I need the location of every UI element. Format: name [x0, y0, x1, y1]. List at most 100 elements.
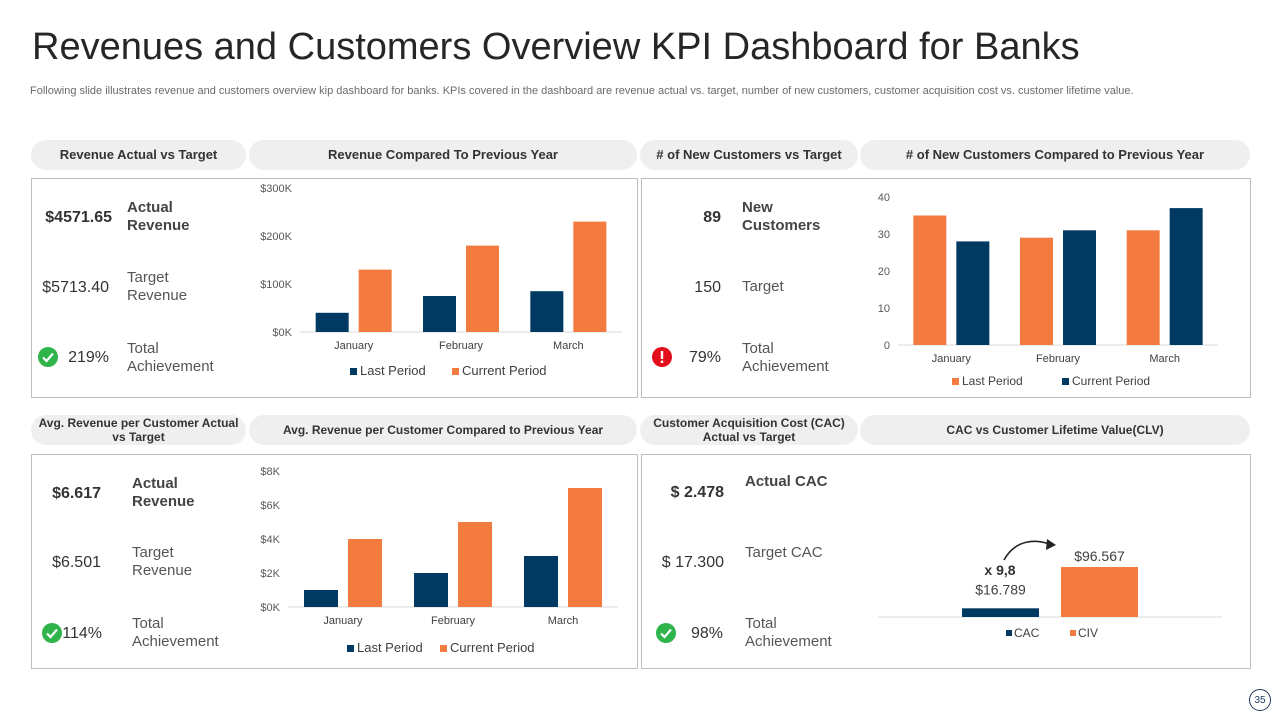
arpc-actual-label: Actual Revenue: [132, 475, 195, 510]
customers-total-value: 79%: [688, 349, 721, 366]
bar-last-period: [304, 590, 338, 607]
revenue-actual-value: $4571.65: [45, 209, 112, 226]
customers-target-value: 150: [694, 279, 721, 296]
check-circle-icon: [656, 623, 676, 643]
legend-swatch: [452, 368, 459, 375]
revenue-actual-label: Actual Revenue: [127, 199, 190, 234]
header-customers-previous-year: # of New Customers Compared to Previous …: [860, 140, 1250, 170]
customers-target-label: Target: [742, 278, 784, 295]
bar-last-period: [1126, 230, 1160, 345]
bar-current-period: [466, 245, 499, 332]
bar-current-period: [568, 488, 602, 607]
bar-current-period: [348, 539, 382, 607]
y-tick-label: $200K: [260, 231, 292, 243]
x-tick-label: January: [323, 615, 363, 627]
arpc-target-label: Target Revenue: [132, 544, 193, 579]
y-tick-label: 0: [884, 340, 890, 352]
x-tick-label: February: [431, 615, 476, 627]
panel-revenue: [31, 178, 638, 398]
check-circle-icon: [42, 623, 62, 643]
x-tick-label: March: [548, 615, 579, 627]
legend-label: Last Period: [962, 374, 1023, 388]
y-tick-label: 10: [878, 303, 890, 315]
bar-current-period: [573, 221, 607, 332]
data-label: $96.567: [1074, 548, 1125, 564]
arpc-total-label: Total Achievement: [132, 615, 219, 650]
legend-swatch: [347, 645, 354, 652]
y-tick-label: 40: [878, 192, 890, 204]
cac-target-value: $ 17.300: [661, 554, 724, 571]
cac-actual-label: Actual CAC: [745, 473, 828, 490]
legend-swatch: [440, 645, 447, 652]
bar-civ: [1061, 567, 1138, 617]
x-tick-label: March: [553, 340, 584, 352]
y-tick-label: $4K: [260, 534, 280, 546]
revenue-target-label: Target Revenue: [127, 269, 188, 304]
legend-label: CIV: [1078, 626, 1098, 640]
y-tick-label: $8K: [260, 466, 280, 478]
page-number: 35: [1249, 689, 1271, 711]
legend-swatch: [952, 378, 959, 385]
customers-actual-label: New Customers: [742, 199, 821, 234]
arpc-target-value: $6.501: [52, 554, 101, 571]
header-arpc-actual-vs-target: Avg. Revenue per Customer Actual vs Targ…: [31, 415, 246, 445]
page-subtitle: Following slide illustrates revenue and …: [30, 85, 1134, 97]
x-tick-label: January: [932, 353, 972, 365]
chart-customers-previous-year: 0 10 20 30 40 January February March Last Period…: [878, 192, 1218, 388]
revenue-total-label: Total Achievement: [127, 340, 214, 375]
bar-last-period: [530, 291, 564, 332]
legend-label: Current Period: [1072, 374, 1150, 388]
customers-actual-value: 89: [703, 209, 721, 226]
legend-label: Current Period: [450, 640, 535, 655]
legend-label: CAC: [1014, 626, 1040, 640]
cac-total-value: 98%: [690, 625, 723, 642]
chart-arpc-previous-year: $0K $2K $4K $6K $8K January February March Last …: [260, 466, 618, 655]
legend-swatch: [1070, 630, 1076, 636]
chart-cac-vs-clv: $16.789 $96.567 x 9,8 CAC CIV: [878, 539, 1222, 640]
header-cac-actual-vs-target: Customer Acquisition Cost (CAC) Actual v…: [640, 415, 858, 445]
cac-target-label: Target CAC: [745, 544, 823, 561]
check-circle-icon: [38, 347, 58, 367]
x-tick-label: January: [334, 340, 374, 352]
legend-swatch: [350, 368, 357, 375]
y-tick-label: $300K: [260, 183, 292, 195]
y-tick-label: 30: [878, 229, 890, 241]
x-tick-label: February: [439, 340, 484, 352]
bar-current-period: [956, 241, 990, 345]
y-tick-label: $0K: [260, 602, 280, 614]
cac-actual-value: $ 2.478: [670, 484, 724, 501]
y-tick-label: $0K: [272, 327, 292, 339]
revenue-target-value: $5713.40: [42, 279, 109, 296]
legend-label: Current Period: [462, 363, 547, 378]
page-title: Revenues and Customers Overview KPI Dash…: [32, 26, 1080, 68]
bar-last-period: [423, 296, 456, 332]
legend-swatch: [1062, 378, 1069, 385]
revenue-total-value: 219%: [68, 349, 109, 366]
cac-total-label: Total Achievement: [745, 615, 832, 650]
header-cac-vs-clv: CAC vs Customer Lifetime Value(CLV): [860, 415, 1250, 445]
legend-swatch: [1006, 630, 1012, 636]
bar-last-period: [524, 556, 558, 607]
header-customers-vs-target: # of New Customers vs Target: [640, 140, 858, 170]
curved-arrow-icon: [1003, 540, 1053, 561]
y-tick-label: $2K: [260, 568, 280, 580]
bar-cac: [962, 608, 1039, 617]
bar-last-period: [1020, 237, 1053, 345]
customers-total-label: Total Achievement: [742, 340, 829, 375]
legend-label: Last Period: [357, 640, 423, 655]
alert-circle-icon: [652, 347, 672, 367]
multiplier-annotation: x 9,8: [984, 562, 1015, 578]
header-arpc-previous-year: Avg. Revenue per Customer Compared to Pr…: [249, 415, 637, 445]
y-tick-label: $100K: [260, 279, 292, 291]
arrow-head-icon: [1046, 539, 1056, 550]
bar-current-period: [458, 522, 492, 607]
x-tick-label: March: [1149, 353, 1180, 365]
x-tick-label: February: [1036, 353, 1081, 365]
header-revenue-actual-vs-target: Revenue Actual vs Target: [31, 140, 246, 170]
y-tick-label: 20: [878, 266, 890, 278]
bar-last-period: [414, 573, 448, 607]
bar-last-period: [913, 215, 947, 345]
y-tick-label: $6K: [260, 500, 280, 512]
chart-revenue-previous-year: $0K $100K $200K $300K January February March La…: [260, 183, 622, 378]
header-revenue-previous-year: Revenue Compared To Previous Year: [249, 140, 637, 170]
